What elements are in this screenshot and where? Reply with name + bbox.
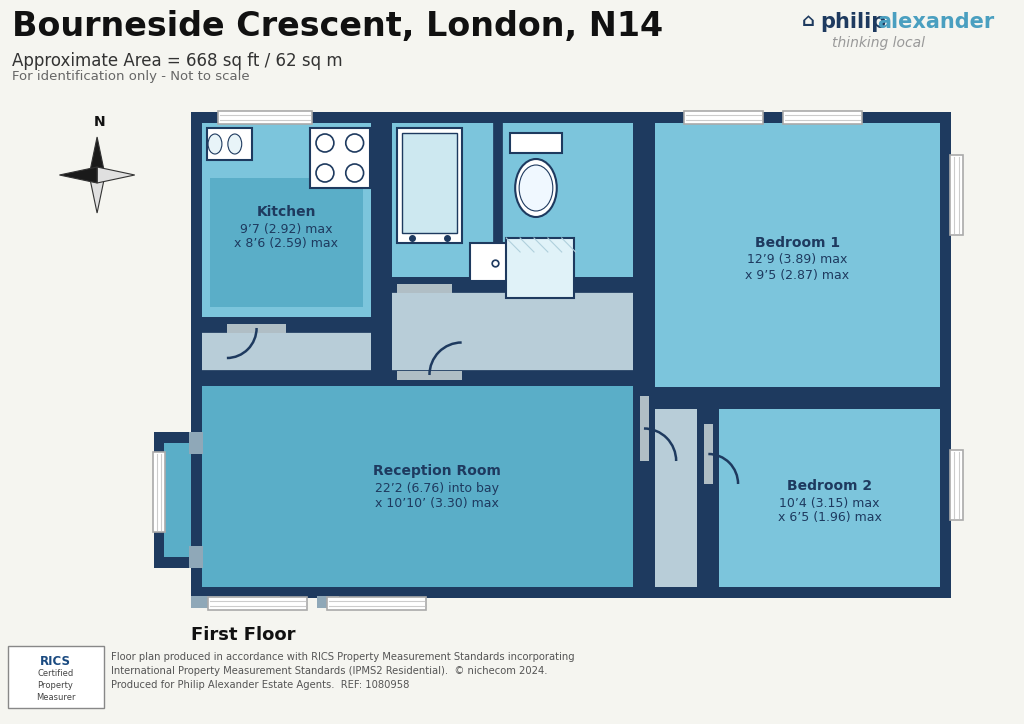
Bar (153, 452, 166, 532)
Bar (655, 409, 697, 587)
Polygon shape (89, 137, 105, 175)
Bar (165, 443, 191, 557)
Bar (191, 596, 281, 608)
Bar (640, 396, 649, 461)
Bar (655, 123, 940, 387)
Polygon shape (191, 112, 951, 598)
Text: First Floor: First Floor (191, 626, 296, 644)
Polygon shape (191, 375, 709, 598)
Text: For identification only - Not to scale: For identification only - Not to scale (12, 70, 250, 83)
Text: 22’2 (6.76) into bay: 22’2 (6.76) into bay (376, 482, 500, 495)
Bar (189, 546, 203, 568)
Polygon shape (97, 167, 135, 183)
Text: Bedroom 2: Bedroom 2 (787, 479, 872, 493)
Bar (238, 596, 259, 608)
Text: 12’9 (3.89) max: 12’9 (3.89) max (748, 253, 848, 266)
Bar (189, 432, 203, 454)
Text: RICS: RICS (40, 655, 71, 668)
Text: 9’7 (2.92) max: 9’7 (2.92) max (240, 222, 333, 235)
Bar (191, 596, 213, 608)
Text: thinking local: thinking local (833, 36, 926, 50)
Ellipse shape (519, 165, 553, 211)
Bar (402, 133, 457, 233)
Bar (202, 123, 371, 317)
Ellipse shape (208, 134, 222, 154)
Bar (207, 128, 252, 160)
Text: x 10’10’ (3.30) max: x 10’10’ (3.30) max (376, 497, 500, 510)
Bar (782, 111, 862, 124)
Bar (705, 424, 714, 484)
Polygon shape (89, 175, 105, 213)
Bar (392, 288, 633, 375)
Bar (719, 409, 940, 587)
Text: Bourneside Crescent, London, N14: Bourneside Crescent, London, N14 (12, 10, 663, 43)
Bar (506, 238, 573, 298)
Text: Reception Room: Reception Room (374, 465, 502, 479)
Bar (202, 386, 633, 587)
Bar (327, 597, 426, 610)
Bar (470, 243, 521, 281)
Bar (227, 324, 287, 333)
Text: Kitchen: Kitchen (257, 205, 316, 219)
Bar (397, 371, 462, 380)
Bar (317, 596, 339, 608)
FancyBboxPatch shape (8, 646, 104, 708)
Polygon shape (59, 167, 97, 183)
Bar (392, 123, 499, 277)
Bar (208, 597, 307, 610)
Ellipse shape (515, 159, 557, 217)
Text: philip: philip (820, 12, 887, 32)
Bar (950, 155, 963, 235)
Bar (499, 123, 633, 277)
Bar (397, 284, 452, 293)
Text: Approximate Area = 668 sq ft / 62 sq m: Approximate Area = 668 sq ft / 62 sq m (12, 52, 342, 70)
Ellipse shape (228, 134, 242, 154)
Bar (210, 178, 362, 307)
Text: N: N (94, 115, 105, 129)
Text: Bedroom 1: Bedroom 1 (755, 236, 840, 250)
Bar (218, 111, 312, 124)
Text: x 9’5 (2.87) max: x 9’5 (2.87) max (745, 269, 850, 282)
Text: Certified
Property
Measurer: Certified Property Measurer (36, 669, 75, 702)
Bar (202, 328, 371, 375)
Text: Floor plan produced in accordance with RICS Property Measurement Standards incor: Floor plan produced in accordance with R… (111, 652, 574, 690)
Bar (510, 133, 562, 153)
Text: alexander: alexander (877, 12, 994, 32)
Text: 10’4 (3.15) max: 10’4 (3.15) max (779, 497, 880, 510)
Text: x 6’5 (1.96) max: x 6’5 (1.96) max (778, 511, 882, 524)
Bar (950, 450, 963, 520)
Bar (310, 128, 370, 188)
Text: x 8’6 (2.59) max: x 8’6 (2.59) max (234, 237, 338, 250)
Polygon shape (154, 432, 191, 568)
Text: ⌂: ⌂ (803, 12, 821, 30)
Bar (684, 111, 763, 124)
Bar (397, 128, 462, 243)
Polygon shape (709, 398, 951, 598)
